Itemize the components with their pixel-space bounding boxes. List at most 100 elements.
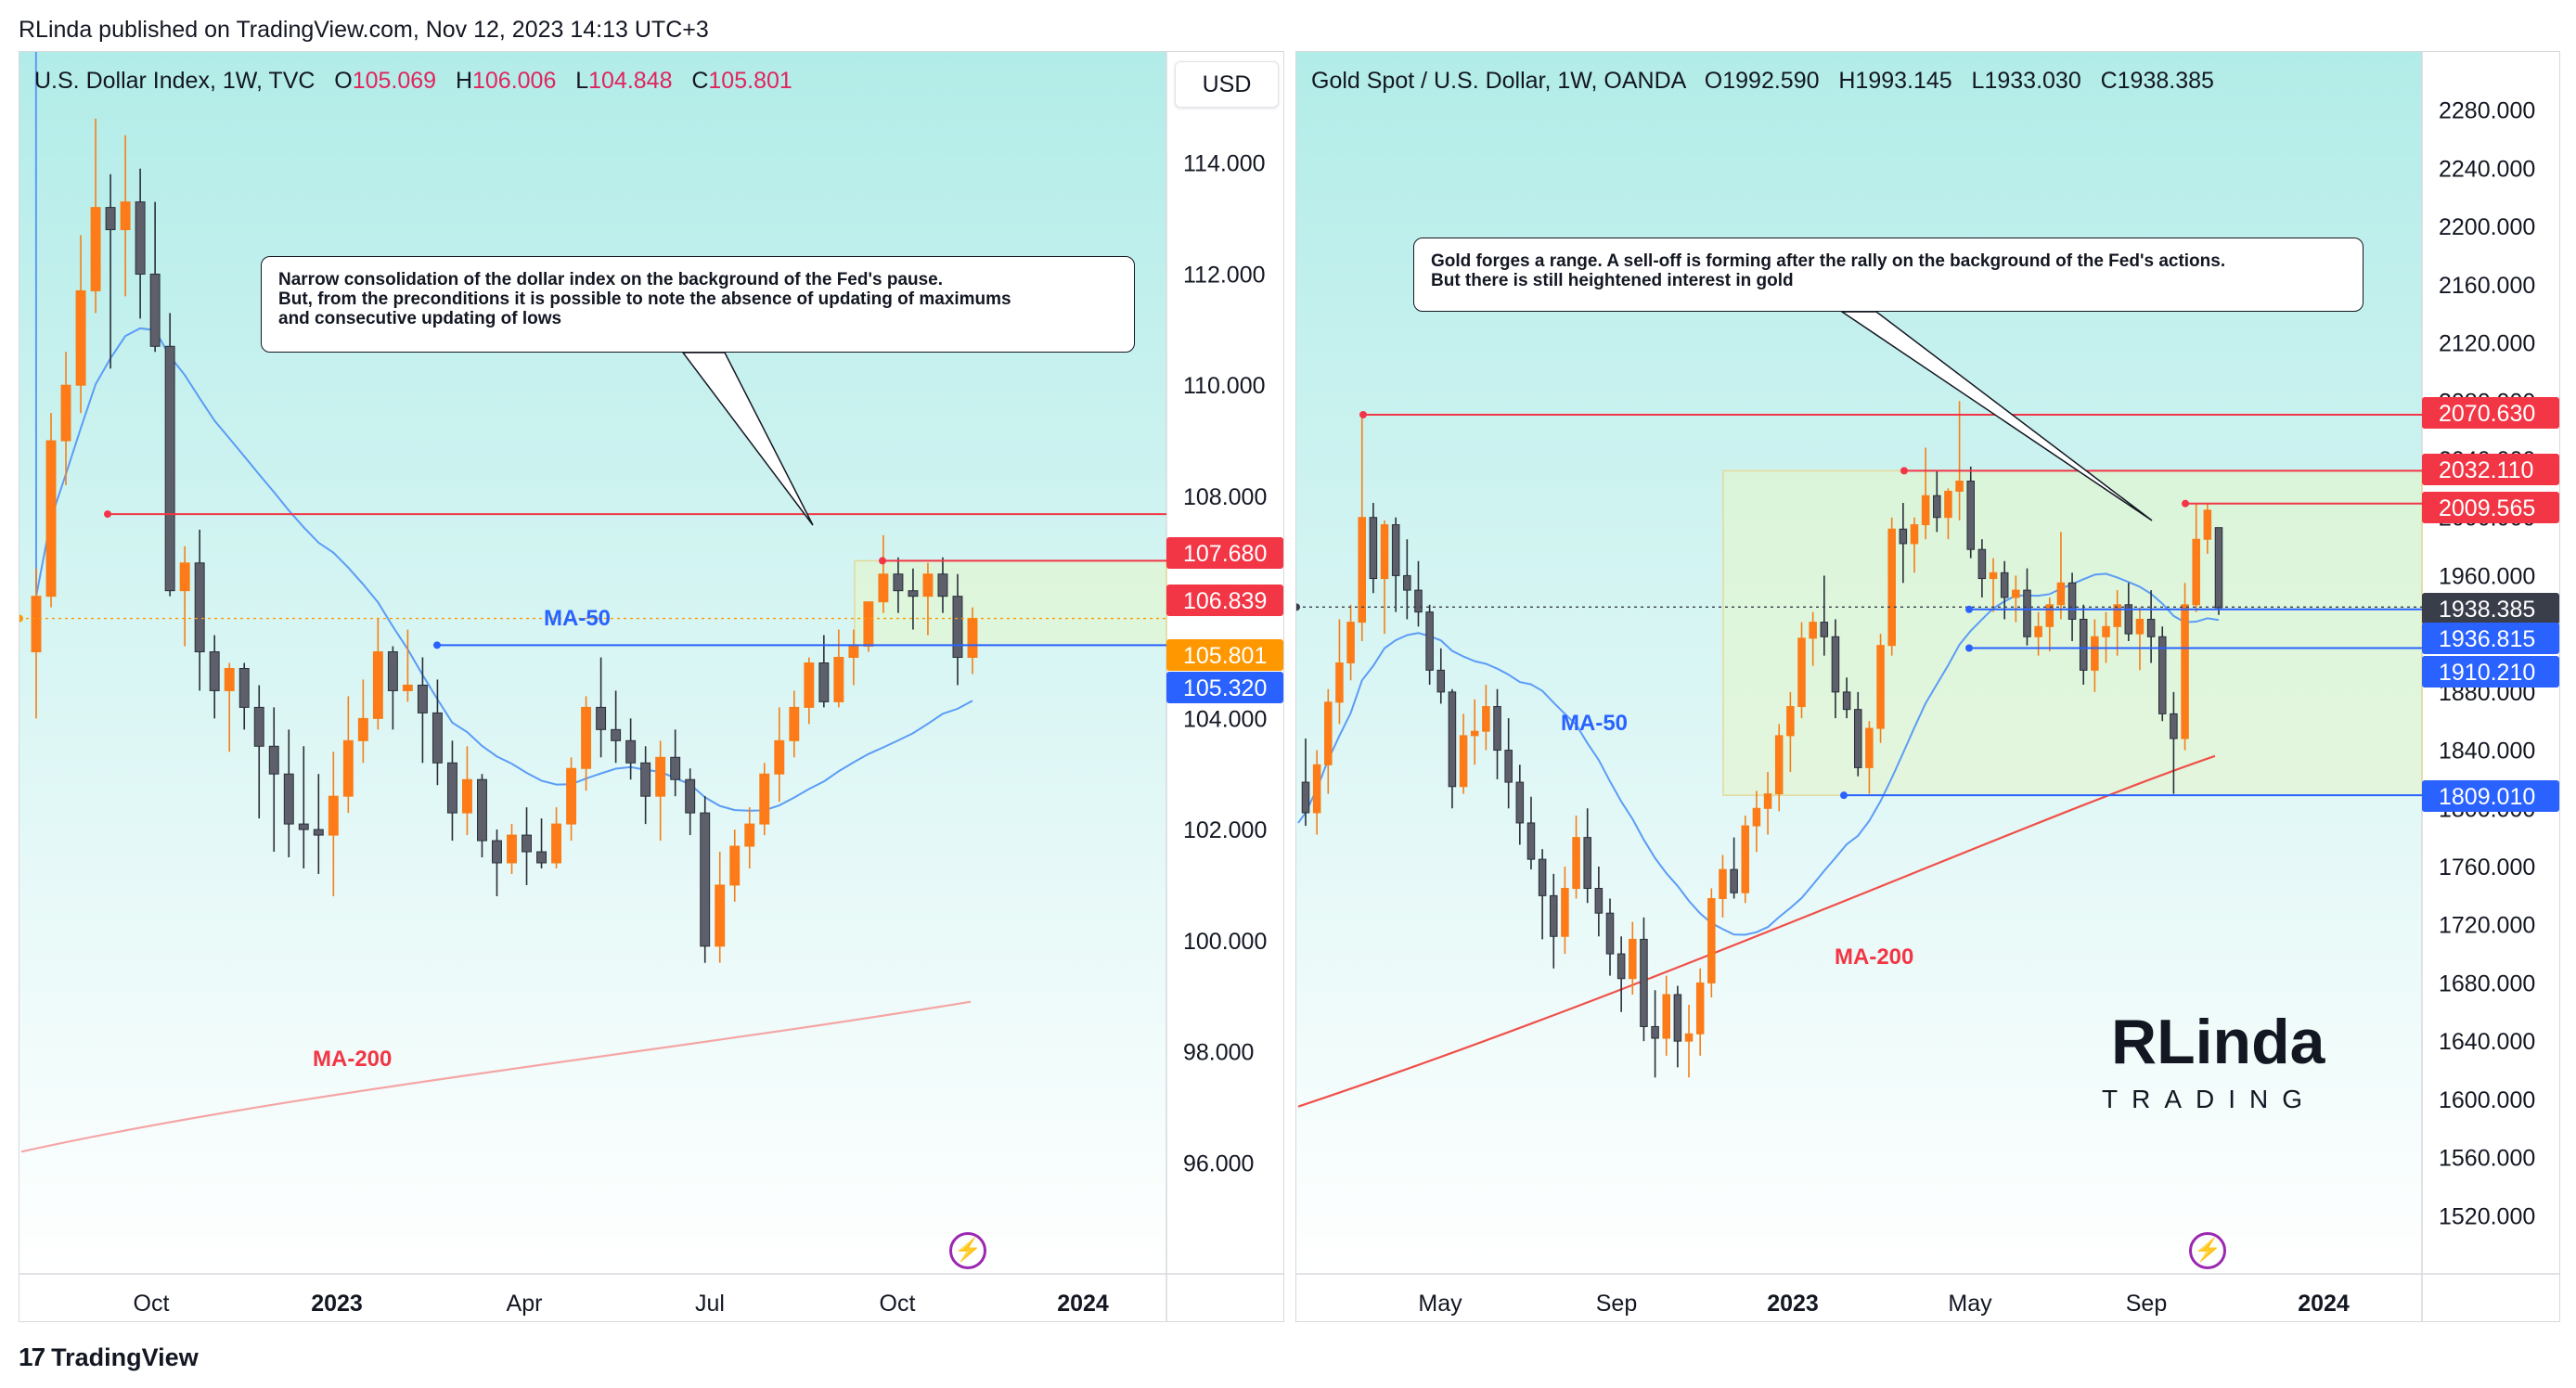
tradingview-logo-icon: 17 bbox=[19, 1343, 45, 1371]
price-level-tag bbox=[2422, 623, 2559, 654]
y-tick-label: 102.000 bbox=[1183, 817, 1267, 843]
candle-body bbox=[893, 573, 904, 592]
candle-body bbox=[566, 767, 577, 825]
candle-body bbox=[1741, 825, 1750, 893]
candle-body bbox=[922, 573, 934, 598]
candle-body bbox=[908, 590, 919, 598]
candle-body bbox=[1504, 750, 1513, 783]
y-tick-label: 2200.000 bbox=[2439, 214, 2535, 240]
y-tick-label: 96.000 bbox=[1183, 1150, 1254, 1176]
flash-icon-gold[interactable]: ⚡ bbox=[2189, 1232, 2226, 1269]
price-level-tag-text: 1809.010 bbox=[2439, 784, 2535, 810]
price-level-anchor bbox=[19, 614, 23, 623]
dxy-close: 105.801 bbox=[708, 68, 792, 94]
candle-body bbox=[1629, 938, 1637, 980]
currency-button[interactable]: USD bbox=[1175, 61, 1279, 108]
x-tick-label: May bbox=[1418, 1291, 1462, 1317]
candle-body bbox=[1695, 982, 1705, 1035]
callout-pointer bbox=[1839, 311, 2153, 521]
dxy-high: 106.006 bbox=[472, 68, 557, 94]
candle-body bbox=[1786, 706, 1795, 737]
candle-body bbox=[2214, 527, 2223, 609]
candle-body bbox=[431, 712, 443, 764]
candle-body bbox=[1752, 807, 1761, 827]
candle-body bbox=[700, 812, 711, 947]
price-level-tag bbox=[2422, 454, 2559, 485]
candle-body bbox=[164, 345, 175, 592]
price-level-anchor bbox=[1840, 791, 1848, 800]
candle-body bbox=[1831, 636, 1840, 693]
price-level-tag-text: 106.839 bbox=[1183, 588, 1267, 614]
y-tick-label: 112.000 bbox=[1183, 262, 1266, 288]
price-level-tag-text: 2070.630 bbox=[2439, 401, 2535, 427]
x-tick-label: Sep bbox=[2126, 1291, 2167, 1317]
price-level-tag-text: 1938.385 bbox=[2439, 597, 2535, 623]
candle-body bbox=[1887, 528, 1896, 647]
candle-body bbox=[1346, 622, 1355, 663]
candle-body bbox=[937, 573, 948, 598]
candle-body bbox=[328, 795, 339, 836]
candle-body bbox=[670, 756, 681, 780]
ma200-line bbox=[20, 1000, 972, 1153]
price-level-tag-text: 107.680 bbox=[1183, 541, 1267, 567]
price-level-anchor bbox=[104, 510, 111, 519]
x-tick-label: 2024 bbox=[1057, 1291, 1109, 1317]
flash-icon[interactable]: ⚡ bbox=[949, 1232, 986, 1269]
x-tick-label: Jul bbox=[695, 1291, 725, 1317]
candle-body bbox=[1684, 1033, 1694, 1042]
y-tick-label: 2280.000 bbox=[2439, 98, 2535, 124]
candle-body bbox=[1933, 495, 1941, 519]
plot-background bbox=[19, 52, 1166, 1274]
y-tick-label: 98.000 bbox=[1183, 1040, 1254, 1066]
candle-body bbox=[1989, 572, 1998, 580]
candle-body bbox=[596, 706, 607, 730]
candle-body bbox=[387, 651, 398, 691]
gold-chart-panel[interactable]: 2280.000 2240.000 2200.000 2160.000 2120.000… bbox=[1295, 51, 2560, 1322]
dxy-ma50-label: MA-50 bbox=[544, 606, 612, 631]
candle-body bbox=[253, 706, 264, 747]
candle-body bbox=[1797, 637, 1806, 708]
y-tick-label: 108.000 bbox=[1183, 484, 1267, 510]
candle-body bbox=[342, 739, 354, 797]
candle-body bbox=[1763, 793, 1772, 809]
x-tick-label: Oct bbox=[880, 1291, 916, 1317]
candle-body bbox=[135, 201, 146, 275]
candle-body bbox=[1899, 528, 1908, 545]
candle-body bbox=[2170, 713, 2178, 739]
candle-body bbox=[1944, 490, 1952, 519]
candle-body bbox=[105, 207, 116, 231]
candle-body bbox=[2157, 636, 2167, 714]
candle-body bbox=[2056, 582, 2066, 606]
dxy-chart-svg[interactable]: 114.000112.000110.000108.000106.000104.0… bbox=[19, 52, 1283, 1321]
candle-body bbox=[313, 829, 324, 836]
x-tick-label: 2023 bbox=[311, 1291, 363, 1317]
y-tick-label: 1520.000 bbox=[2439, 1203, 2535, 1229]
candle-body bbox=[1640, 938, 1648, 1027]
candle-body bbox=[611, 728, 622, 741]
candle-body bbox=[461, 778, 472, 814]
candle-body bbox=[224, 667, 235, 691]
candle-body bbox=[31, 596, 42, 653]
price-level-anchor bbox=[433, 641, 441, 649]
candle-body bbox=[1572, 837, 1580, 890]
logo-bottom-text: TRADING bbox=[2102, 1085, 2316, 1113]
rlinda-logo-mark: RLinda TRADING bbox=[2102, 1007, 2326, 1113]
candle-body bbox=[685, 778, 696, 814]
candle-body bbox=[1470, 730, 1479, 737]
candle-body bbox=[1594, 888, 1604, 914]
ma200-line bbox=[1297, 754, 2216, 1108]
price-level-anchor bbox=[1965, 605, 1973, 613]
dxy-chart-panel[interactable]: 114.000112.000110.000108.000106.000104.0… bbox=[19, 51, 1284, 1322]
candle-body bbox=[1842, 691, 1851, 711]
y-tick-label: 1840.000 bbox=[2439, 739, 2535, 765]
candle-body bbox=[492, 840, 502, 864]
candle-body bbox=[1436, 669, 1446, 693]
candle-body bbox=[1651, 1025, 1659, 1039]
candle-body bbox=[446, 762, 457, 814]
tradingview-footer[interactable]: 17 TradingView bbox=[19, 1343, 199, 1372]
candle-body bbox=[1335, 662, 1344, 703]
price-level-tag bbox=[2422, 492, 2559, 523]
y-tick-label: 2240.000 bbox=[2439, 156, 2535, 182]
gold-ma200-label: MA-200 bbox=[1835, 945, 1914, 970]
candle-body bbox=[1369, 517, 1378, 580]
